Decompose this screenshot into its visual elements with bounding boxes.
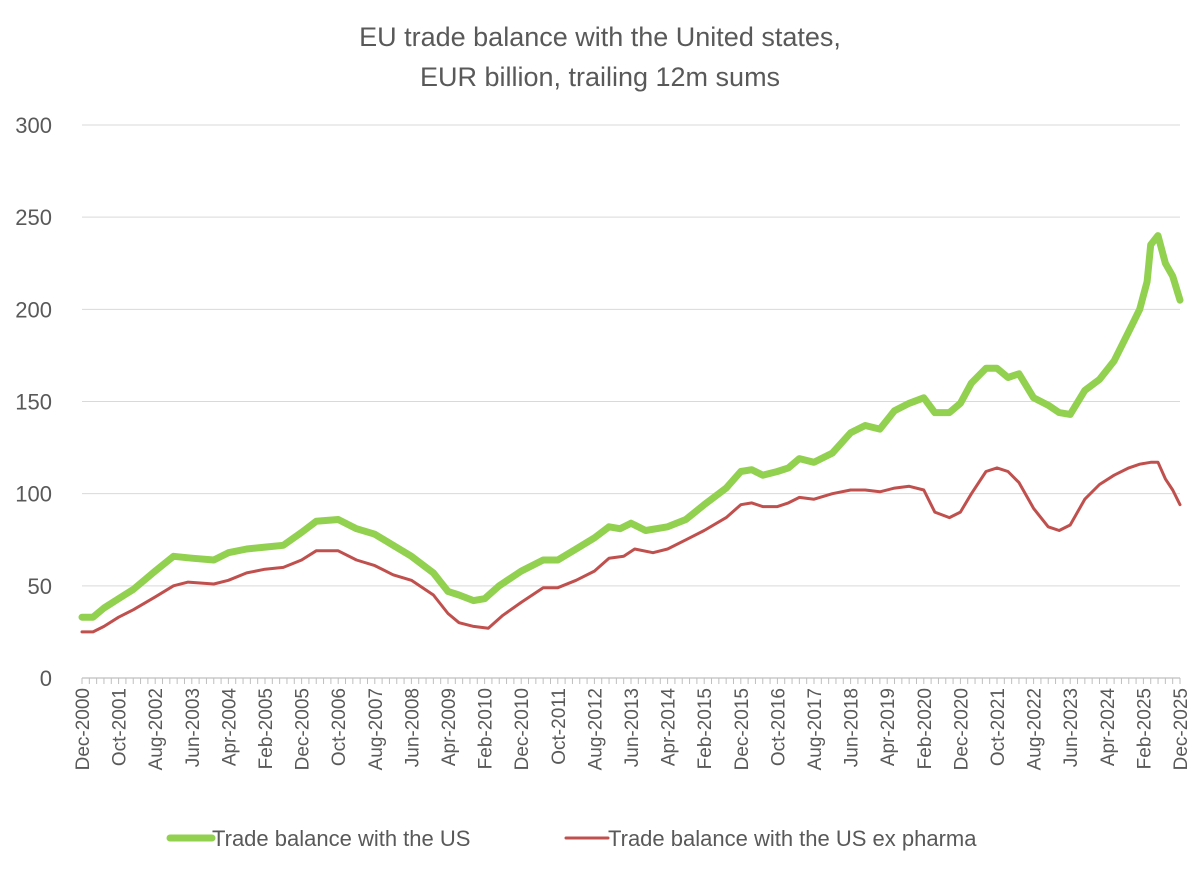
legend-label-2: Trade balance with the US ex pharma: [608, 826, 977, 851]
x-tick-label: Dec-2000: [73, 688, 94, 770]
chart-subtitle: EUR billion, trailing 12m sums: [420, 62, 780, 92]
y-tick-label: 300: [15, 113, 52, 138]
x-tick-label: Dec-2025: [1171, 688, 1192, 770]
x-tick-label: Oct-2011: [549, 688, 570, 765]
x-tick-label: Dec-2010: [512, 688, 533, 770]
x-tick-label: Feb-2015: [695, 688, 716, 769]
x-tick-label: Jun-2023: [1061, 688, 1082, 767]
series-line-2: [80, 460, 1182, 634]
x-tick-label: Oct-2006: [329, 688, 350, 766]
legend-label-1: Trade balance with the US: [212, 826, 470, 851]
x-tick-label: Apr-2014: [659, 688, 680, 767]
x-tick-label: Apr-2024: [1098, 688, 1119, 767]
x-tick-label: Feb-2005: [256, 688, 277, 769]
x-tick-label: Feb-2025: [1134, 688, 1155, 769]
y-tick-label: 0: [40, 666, 52, 691]
x-tick-label: Feb-2020: [915, 688, 936, 769]
x-tick-label: Oct-2021: [988, 688, 1009, 766]
y-tick-label: 150: [15, 390, 52, 415]
y-axis-ticks: 0 50 100 150 200 250 300: [15, 113, 52, 691]
y-tick-label: 250: [15, 205, 52, 230]
x-tick-label: Aug-2012: [585, 688, 606, 770]
x-tick-label: Feb-2010: [476, 688, 497, 769]
x-tick-label: Aug-2007: [366, 688, 387, 770]
x-tick-label: Jun-2013: [622, 688, 643, 767]
x-axis: Dec-2000 Oct-2001 Aug-2002 Jun-2003 Apr-2004…: [73, 677, 1192, 770]
x-tick-label: Jun-2003: [183, 688, 204, 767]
x-tick-label: Aug-2022: [1025, 688, 1046, 770]
x-tick-label: Aug-2017: [805, 688, 826, 770]
chart-title: EU trade balance with the United states,: [359, 22, 841, 52]
y-tick-label: 100: [15, 482, 52, 507]
legend: Trade balance with the US Trade balance w…: [166, 826, 977, 851]
y-tick-label: 200: [15, 297, 52, 322]
x-tick-label: Apr-2009: [439, 688, 460, 766]
x-tick-label: Dec-2015: [732, 688, 753, 770]
x-tick-label: Aug-2002: [146, 688, 167, 770]
x-tick-label: Jun-2018: [842, 688, 863, 767]
x-tick-label: Jun-2008: [402, 688, 423, 767]
x-tick-label: Apr-2004: [219, 688, 240, 767]
x-tick-label: Apr-2019: [878, 688, 899, 766]
series-lines: [78, 232, 1184, 634]
y-tick-label: 50: [28, 574, 52, 599]
x-tick-label: Oct-2001: [110, 688, 131, 766]
x-tick-label: Dec-2005: [293, 688, 314, 770]
x-tick-label: Oct-2016: [768, 688, 789, 766]
x-tick-label: Dec-2020: [951, 688, 972, 770]
series-line-1: [78, 232, 1184, 621]
gridlines: [82, 124, 1180, 587]
